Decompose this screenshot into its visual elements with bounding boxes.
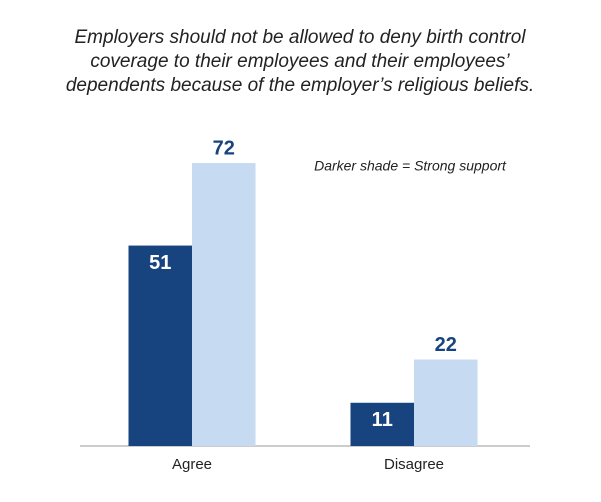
chart-title: Employers should not be allowed to deny … xyxy=(75,27,527,48)
annotation: Darker shade = Strong support xyxy=(314,158,507,174)
data-label: 11 xyxy=(372,409,393,431)
bar xyxy=(414,359,478,446)
data-label: 51 xyxy=(149,252,171,274)
chart-title: dependents because of the employer’s rel… xyxy=(66,75,534,96)
bar xyxy=(128,245,192,446)
bar xyxy=(192,163,256,447)
data-label: 72 xyxy=(213,137,235,159)
x-tick-label: Agree xyxy=(172,456,212,473)
bar xyxy=(350,402,414,446)
data-label: 22 xyxy=(435,334,457,356)
chart-title: coverage to their employees and their em… xyxy=(90,51,510,72)
x-tick-label: Disagree xyxy=(384,456,444,473)
